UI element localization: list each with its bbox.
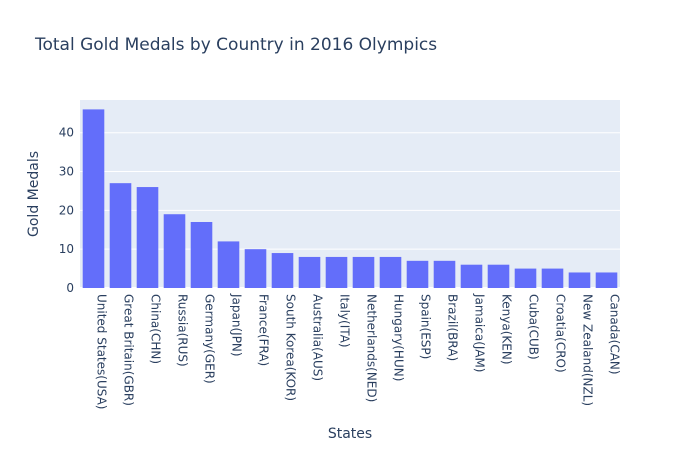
x-tick-label: Netherlands(NED) xyxy=(365,294,379,402)
bar-14 xyxy=(433,260,456,288)
y-tick-label: 40 xyxy=(59,126,74,140)
x-tick-label: Spain(ESP) xyxy=(419,294,433,359)
x-tick-label: Russia(RUS) xyxy=(176,294,190,367)
plot-area xyxy=(80,100,620,288)
y-tick-labels: 0 10 20 30 40 xyxy=(59,126,74,295)
x-tick-label: France(FRA) xyxy=(257,294,271,366)
x-tick-label: Germany(GER) xyxy=(203,294,217,384)
bar-1 xyxy=(82,109,105,288)
x-tick-label: South Korea(KOR) xyxy=(284,294,298,401)
x-tick-label: New Zealand(NZL) xyxy=(581,294,595,406)
x-tick-label: Cuba(CUB) xyxy=(527,294,541,360)
y-tick-label: 10 xyxy=(59,242,74,256)
y-tick-label: 20 xyxy=(59,203,74,217)
x-tick-label: Australia(AUS) xyxy=(311,294,325,381)
bar-5 xyxy=(190,221,213,288)
x-tick-label: Hungary(HUN) xyxy=(392,294,406,381)
x-tick-label: Croatia(CRO) xyxy=(554,294,568,373)
x-axis-title: States xyxy=(328,426,372,442)
x-tick-labels: United States(USA) Great Britain(GBR) Chin… xyxy=(95,293,622,409)
bar-15 xyxy=(460,264,483,288)
bar-12 xyxy=(379,256,402,288)
bar-4 xyxy=(163,214,186,288)
bar-6 xyxy=(217,241,240,288)
bar-18 xyxy=(541,268,564,288)
bar-16 xyxy=(487,264,510,288)
bar-2 xyxy=(109,183,132,288)
x-tick-label: Canada(CAN) xyxy=(608,294,622,375)
x-tick-label: Kenya(KEN) xyxy=(500,294,514,365)
bar-7 xyxy=(244,249,267,288)
bar-19 xyxy=(568,272,591,288)
y-tick-label: 30 xyxy=(59,165,74,179)
bars xyxy=(82,109,618,288)
x-tick-label: Japan(JPN) xyxy=(230,293,244,357)
x-tick-label: Great Britain(GBR) xyxy=(122,294,136,406)
x-tick-label: United States(USA) xyxy=(95,294,109,409)
chart-title: Total Gold Medals by Country in 2016 Oly… xyxy=(34,35,437,55)
y-tick-label: 0 xyxy=(66,281,74,295)
y-axis-title: Gold Medals xyxy=(26,151,42,237)
x-tick-label: Brazil(BRA) xyxy=(446,294,460,361)
bar-20 xyxy=(595,272,618,288)
bar-13 xyxy=(406,260,429,288)
bar-17 xyxy=(514,268,537,288)
bar-8 xyxy=(271,253,294,288)
bar-3 xyxy=(136,187,159,288)
bar-10 xyxy=(325,256,348,288)
bar-9 xyxy=(298,256,321,288)
x-tick-label: China(CHN) xyxy=(149,294,163,364)
x-tick-label: Italy(ITA) xyxy=(338,294,352,348)
x-tick-label: Jamaica(JAM) xyxy=(473,293,487,372)
bar-11 xyxy=(352,256,375,288)
